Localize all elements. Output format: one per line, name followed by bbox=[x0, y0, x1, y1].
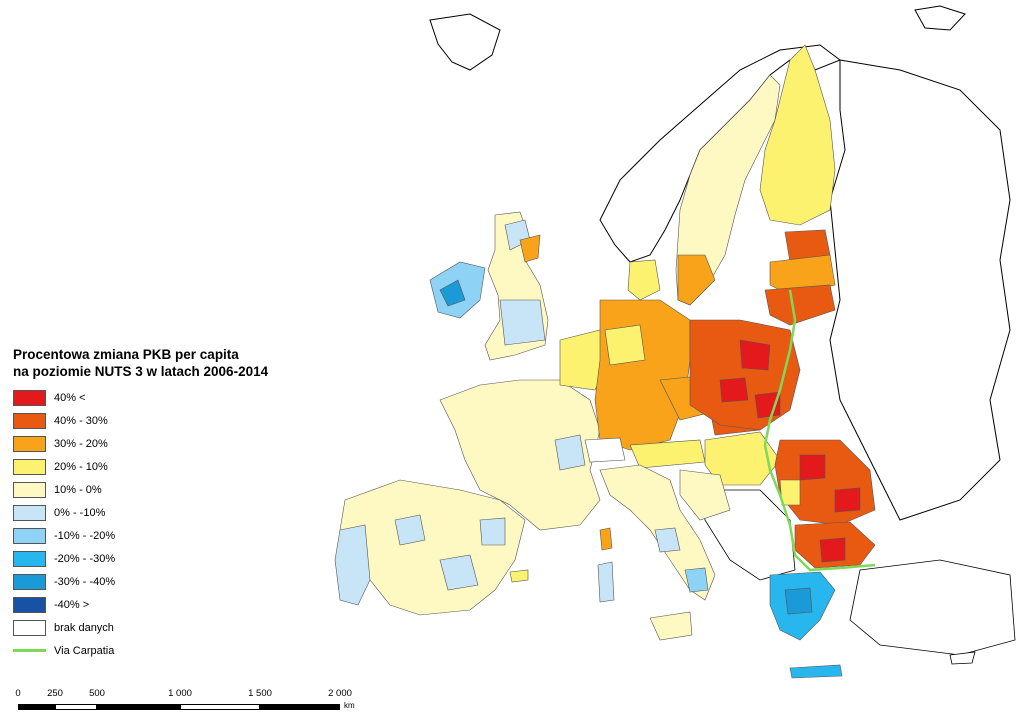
scale-tick-label: 1 500 bbox=[248, 688, 272, 699]
legend-label: 40% < bbox=[54, 391, 86, 404]
region-poland-red-1 bbox=[739, 339, 771, 371]
region-bulgaria-red bbox=[819, 537, 846, 563]
country-denmark bbox=[627, 259, 661, 301]
legend-label: -20% - -30% bbox=[54, 552, 116, 565]
island-corsica bbox=[599, 527, 613, 551]
scale-segment bbox=[18, 704, 55, 710]
legend-label: brak danych bbox=[54, 621, 114, 634]
legend-item: 0% - -10% bbox=[13, 501, 313, 524]
island-sardinia bbox=[597, 561, 615, 603]
country-finland bbox=[759, 44, 836, 226]
legend-title-line2: na poziomie NUTS 3 w latach 2006-2014 bbox=[13, 364, 269, 379]
country-lithuania bbox=[764, 284, 836, 326]
route-label: Via Carpatia bbox=[54, 644, 115, 657]
country-eastern-europe bbox=[829, 59, 1011, 521]
legend-swatch bbox=[13, 550, 46, 567]
country-germany bbox=[594, 299, 691, 451]
legend-items: 40% < 40% - 30% 30% - 20% 20% - 10% 10% - 0%… bbox=[13, 386, 313, 639]
legend-swatch bbox=[13, 389, 46, 406]
legend-label: -40% > bbox=[54, 598, 90, 611]
country-portugal bbox=[334, 524, 371, 606]
legend-swatch bbox=[13, 619, 46, 636]
region-germany-yellow bbox=[604, 324, 646, 366]
scale-tick-label: 1 000 bbox=[168, 688, 192, 699]
island-crete bbox=[789, 664, 843, 679]
region-uk-central bbox=[499, 299, 546, 346]
legend-label: 10% - 0% bbox=[54, 483, 102, 496]
legend-item: -20% - -30% bbox=[13, 547, 313, 570]
region-italy-blue-1 bbox=[654, 527, 681, 553]
legend-label: 30% - 20% bbox=[54, 437, 108, 450]
via-carpatia-route bbox=[763, 289, 876, 572]
legend-item: 40% < bbox=[13, 386, 313, 409]
country-turkey bbox=[849, 559, 1016, 656]
legend-label: -30% - -40% bbox=[54, 575, 116, 588]
legend-swatch bbox=[13, 504, 46, 521]
region-uk-northeast bbox=[519, 234, 541, 263]
legend-item: -30% - -40% bbox=[13, 570, 313, 593]
legend-item: 20% - 10% bbox=[13, 455, 313, 478]
legend-swatch bbox=[13, 596, 46, 613]
scale-unit: km bbox=[344, 701, 355, 710]
legend-item: 30% - 20% bbox=[13, 432, 313, 455]
island-balearics bbox=[509, 569, 529, 583]
legend-swatch bbox=[13, 573, 46, 590]
country-hungary bbox=[704, 431, 781, 486]
legend-item-route: Via Carpatia bbox=[13, 639, 313, 662]
legend-swatch bbox=[13, 435, 46, 452]
country-spain bbox=[339, 479, 526, 616]
legend: Procentowa zmiana PKB per capita na pozi… bbox=[13, 346, 313, 662]
region-romania-red-2 bbox=[834, 487, 861, 513]
region-france-blue bbox=[554, 434, 586, 471]
region-spain-blue-3 bbox=[479, 517, 506, 546]
legend-label: -10% - -20% bbox=[54, 529, 116, 542]
region-sweden-south bbox=[677, 254, 716, 306]
scale-segment bbox=[97, 704, 180, 710]
island-cyprus bbox=[949, 651, 976, 665]
scale-tick-label: 500 bbox=[89, 688, 105, 699]
scale-tick-label: 2 000 bbox=[328, 688, 352, 699]
region-poland-red-2 bbox=[719, 377, 749, 403]
country-france bbox=[439, 379, 601, 531]
scale-tick-label: 0 bbox=[15, 688, 21, 699]
scale-segment bbox=[260, 704, 340, 710]
region-ireland-west bbox=[439, 279, 466, 307]
legend-label: 0% - -10% bbox=[54, 506, 106, 519]
legend-swatch bbox=[13, 458, 46, 475]
region-spain-blue-2 bbox=[439, 554, 479, 591]
scale-tick-label: 250 bbox=[47, 688, 63, 699]
legend-item: 10% - 0% bbox=[13, 478, 313, 501]
legend-title-line1: Procentowa zmiana PKB per capita bbox=[13, 347, 239, 362]
legend-item: -40% > bbox=[13, 593, 313, 616]
region-greece-dark bbox=[784, 587, 813, 615]
legend-label: 40% - 30% bbox=[54, 414, 108, 427]
route-line-swatch bbox=[13, 643, 46, 659]
country-switzerland bbox=[584, 437, 626, 463]
region-spain-blue-1 bbox=[394, 514, 426, 546]
region-romania-red-1 bbox=[799, 454, 826, 481]
country-croatia bbox=[679, 469, 731, 521]
scale-segment bbox=[180, 704, 260, 710]
legend-swatch bbox=[13, 481, 46, 498]
legend-swatch bbox=[13, 527, 46, 544]
legend-item: -10% - -20% bbox=[13, 524, 313, 547]
arctic-island-outline bbox=[914, 5, 966, 31]
legend-item: brak danych bbox=[13, 616, 313, 639]
legend-swatch bbox=[13, 412, 46, 429]
scale-segment bbox=[55, 704, 97, 710]
region-italy-blue-2 bbox=[684, 567, 709, 593]
island-sicily bbox=[649, 611, 693, 641]
legend-item: 40% - 30% bbox=[13, 409, 313, 432]
legend-label: 20% - 10% bbox=[54, 460, 108, 473]
svalbard-outline bbox=[429, 13, 501, 71]
scale-bar: 0 250 500 1 000 1 500 2 000 km bbox=[0, 688, 370, 718]
legend-title: Procentowa zmiana PKB per capita na pozi… bbox=[13, 346, 313, 380]
country-austria bbox=[629, 439, 706, 469]
